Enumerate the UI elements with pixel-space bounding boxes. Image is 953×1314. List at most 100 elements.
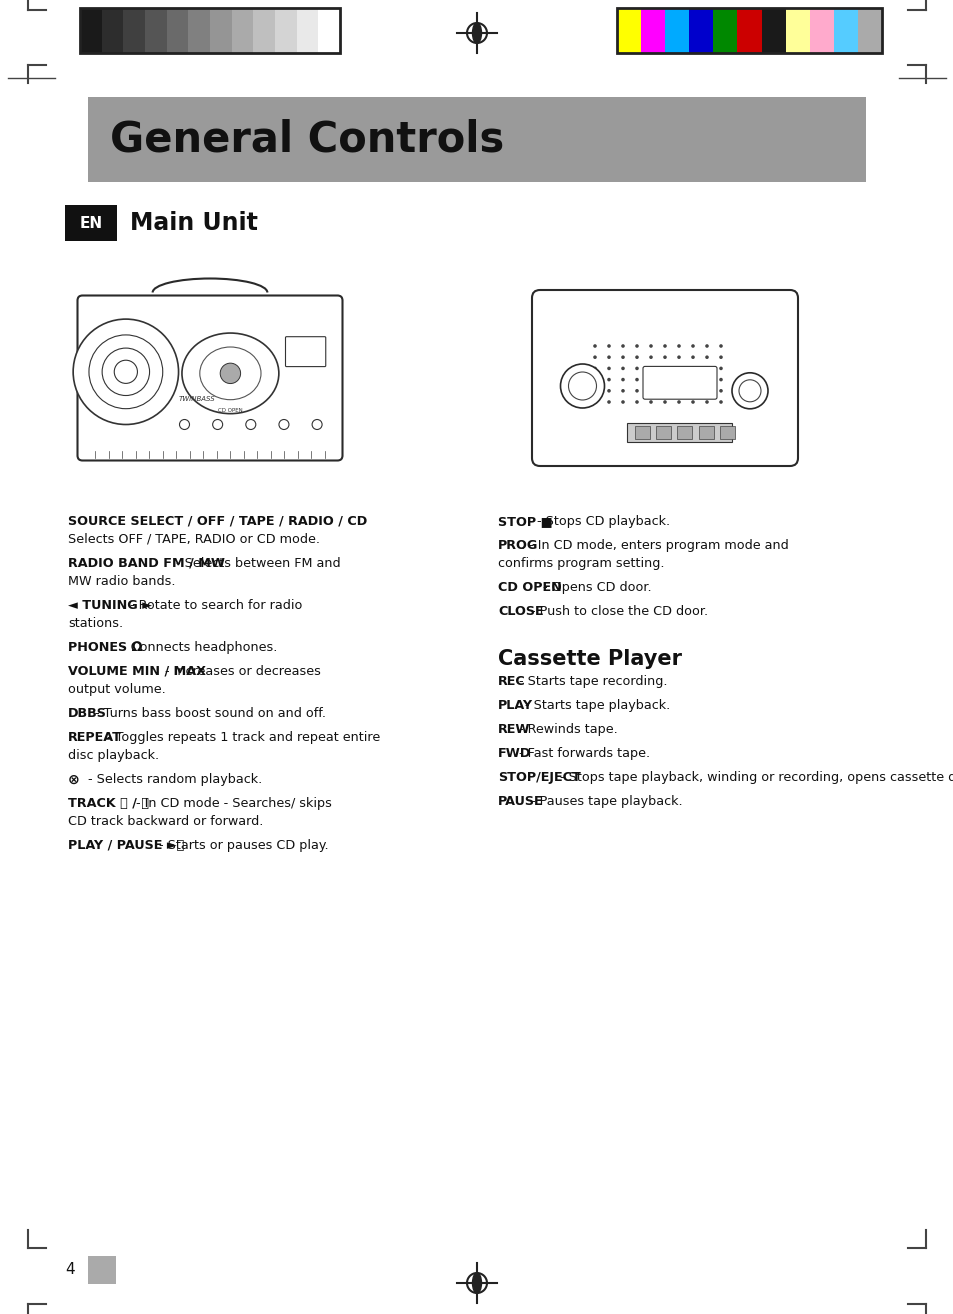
Circle shape [635,389,639,393]
Text: CD OPEN: CD OPEN [218,409,242,413]
Text: - Starts tape playback.: - Starts tape playback. [520,699,670,712]
Text: PHONES Ω: PHONES Ω [68,641,142,654]
Circle shape [719,401,722,403]
Text: Selects OFF / TAPE, RADIO or CD mode.: Selects OFF / TAPE, RADIO or CD mode. [68,533,319,547]
Circle shape [213,419,222,430]
Circle shape [620,401,624,403]
Text: Main Unit: Main Unit [130,212,257,235]
Circle shape [593,378,597,381]
Text: EN: EN [79,215,103,230]
Circle shape [649,401,652,403]
Text: STOP/EJECT: STOP/EJECT [497,771,580,784]
Circle shape [635,378,639,381]
Text: - In CD mode - Searches/ skips: - In CD mode - Searches/ skips [132,798,332,809]
Circle shape [719,367,722,371]
Circle shape [89,335,163,409]
Bar [123,8,146,53]
Text: REW: REW [497,723,530,736]
Bar [617,8,882,53]
Text: PLAY: PLAY [497,699,533,712]
Bar [833,8,858,53]
Text: 4: 4 [65,1263,74,1277]
Text: - Turns bass boost sound on and off.: - Turns bass boost sound on and off. [91,707,326,720]
Ellipse shape [472,1273,481,1293]
Ellipse shape [472,24,481,43]
Circle shape [649,344,652,348]
Text: - Starts tape recording.: - Starts tape recording. [515,675,667,689]
Text: MW radio bands.: MW radio bands. [68,576,175,587]
Ellipse shape [199,347,261,399]
Bar [809,8,834,53]
Circle shape [649,389,652,393]
Text: PROG: PROG [497,539,537,552]
Bar [698,426,713,439]
Text: confirms program setting.: confirms program setting. [497,557,664,570]
Text: - Push to close the CD door.: - Push to close the CD door. [526,604,707,618]
Bar [627,423,732,442]
Circle shape [179,419,190,430]
Circle shape [691,344,694,348]
Circle shape [691,355,694,359]
Text: VOLUME MIN / MAX: VOLUME MIN / MAX [68,665,206,678]
Text: - Rewinds tape.: - Rewinds tape. [515,723,618,736]
Bar [785,8,809,53]
Circle shape [719,355,722,359]
Circle shape [635,355,639,359]
Circle shape [662,401,666,403]
Circle shape [593,401,597,403]
FancyBboxPatch shape [532,290,797,466]
Circle shape [593,355,597,359]
Circle shape [662,378,666,381]
Circle shape [102,348,150,396]
Bar [88,1256,116,1284]
Circle shape [719,344,722,348]
Text: Cassette Player: Cassette Player [497,649,681,669]
Circle shape [691,367,694,371]
Bar [656,426,671,439]
Circle shape [606,367,610,371]
Bar [635,426,649,439]
Bar [88,97,865,183]
Text: SOURCE SELECT / OFF / TAPE / RADIO / CD: SOURCE SELECT / OFF / TAPE / RADIO / CD [68,515,367,528]
Circle shape [73,319,178,424]
Text: disc playback.: disc playback. [68,749,159,762]
Circle shape [731,373,767,409]
Circle shape [691,389,694,393]
Text: REC: REC [497,675,525,689]
Circle shape [662,355,666,359]
Bar [80,8,102,53]
Bar [617,8,641,53]
Text: - Opens CD door.: - Opens CD door. [538,581,651,594]
Circle shape [649,367,652,371]
Circle shape [677,378,680,381]
Text: TWINBASS: TWINBASS [178,397,215,402]
Text: PAUSE: PAUSE [497,795,543,808]
Text: - Stops CD playback.: - Stops CD playback. [532,515,669,528]
Bar [760,8,785,53]
Circle shape [278,419,289,430]
Text: REPEAT: REPEAT [68,731,122,744]
Circle shape [635,401,639,403]
Text: - Fast forwards tape.: - Fast forwards tape. [515,746,650,759]
Bar [664,8,689,53]
Text: - Connects headphones.: - Connects headphones. [114,641,277,654]
Circle shape [704,389,708,393]
Circle shape [739,380,760,402]
Bar [188,8,211,53]
Circle shape [704,344,708,348]
Text: stations.: stations. [68,618,123,629]
Text: CD track backward or forward.: CD track backward or forward. [68,815,263,828]
Bar [65,205,117,240]
Circle shape [246,419,255,430]
Text: -: - [287,515,295,528]
Circle shape [662,389,666,393]
Bar [689,8,713,53]
Circle shape [606,344,610,348]
Circle shape [691,378,694,381]
Text: FWD: FWD [497,746,531,759]
Circle shape [704,367,708,371]
Bar [640,8,665,53]
Circle shape [704,355,708,359]
Text: . - In CD mode, enters program mode and: . - In CD mode, enters program mode and [520,539,788,552]
Circle shape [677,367,680,371]
